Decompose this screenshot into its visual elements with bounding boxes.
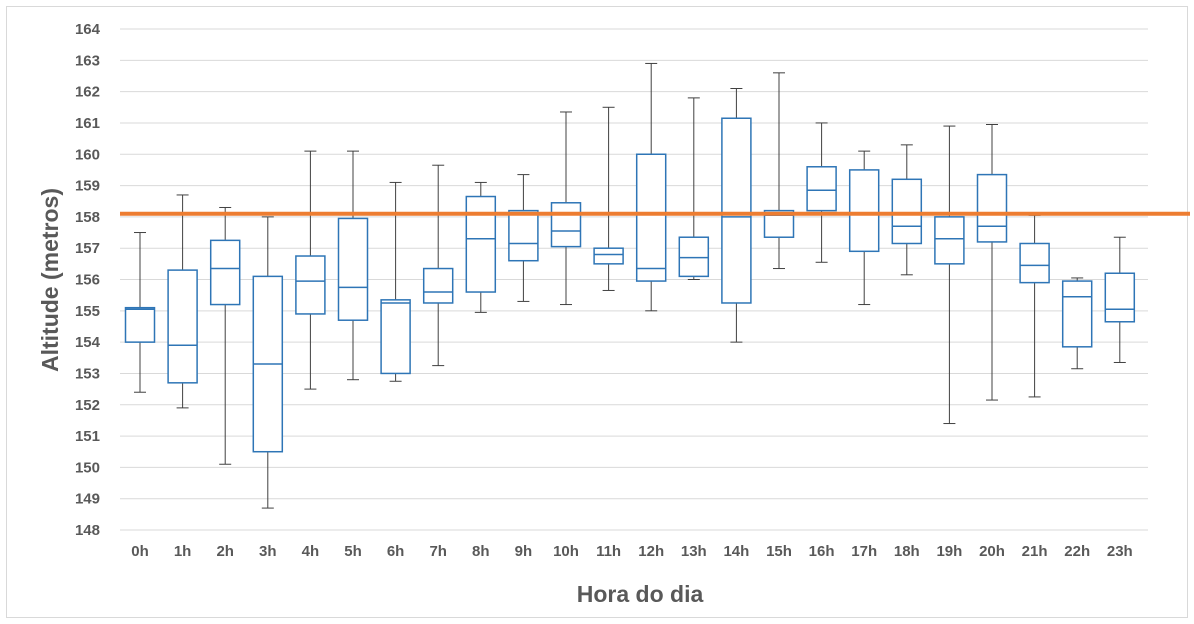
y-axis-title: Altitude (metros) (37, 188, 63, 372)
x-tick-labels: 0h 1h 2h 3h 4h 5h 6h 7h 8h 9h 10h 11h 12h 13h 14h 15h 16… (131, 543, 1132, 560)
x-tick-label: 21h (1022, 543, 1048, 560)
y-tick-label: 162 (75, 84, 100, 101)
box-0h (124, 306, 156, 343)
box-8h (465, 195, 497, 293)
box-7h (422, 267, 454, 304)
y-tick-label: 157 (75, 240, 100, 257)
x-tick-label: 18h (894, 543, 920, 560)
gridlines (120, 28, 1148, 531)
whiskers (134, 62, 1126, 509)
y-tick-label: 163 (75, 52, 100, 69)
box-4h (295, 255, 326, 315)
x-tick-label: 9h (515, 543, 533, 560)
box-22h (1061, 280, 1093, 348)
box-1h (167, 269, 198, 384)
box-18h (891, 178, 923, 245)
box-10h (550, 202, 582, 248)
x-tick-label: 22h (1064, 543, 1090, 560)
x-tick-label: 3h (259, 543, 277, 560)
box-23h (1104, 272, 1136, 323)
y-tick-labels: 148 149 150 151 152 153 154 155 156 157 158 159 160 1… (75, 21, 101, 539)
x-tick-label: 19h (936, 543, 962, 560)
box-21h (1019, 242, 1050, 284)
y-tick-label: 155 (75, 303, 100, 320)
y-tick-label: 158 (75, 209, 100, 226)
y-tick-label: 164 (75, 21, 101, 38)
x-tick-label: 7h (429, 543, 447, 560)
y-tick-label: 152 (75, 397, 100, 414)
x-tick-label: 1h (174, 543, 192, 560)
x-tick-label: 16h (809, 543, 835, 560)
y-tick-label: 159 (75, 178, 100, 195)
boxes (124, 117, 1136, 453)
box-13h (678, 236, 710, 278)
y-tick-label: 150 (75, 459, 100, 476)
x-tick-label: 5h (344, 543, 362, 560)
x-tick-label: 20h (979, 543, 1005, 560)
y-tick-label: 160 (75, 146, 100, 163)
x-tick-label: 23h (1107, 543, 1133, 560)
y-tick-label: 148 (75, 522, 100, 539)
box-2h (209, 239, 241, 306)
box-12h (635, 153, 667, 282)
box-16h (806, 166, 837, 212)
box-20h (976, 173, 1008, 243)
x-tick-label: 0h (131, 543, 149, 560)
box-14h (721, 117, 752, 304)
x-tick-label: 4h (302, 543, 320, 560)
box-11h (593, 247, 624, 265)
y-tick-label: 151 (75, 428, 100, 445)
x-tick-label: 13h (681, 543, 707, 560)
y-tick-label: 156 (75, 272, 100, 289)
x-tick-label: 10h (553, 543, 579, 560)
y-tick-label: 153 (75, 365, 100, 382)
x-tick-label: 6h (387, 543, 405, 560)
x-tick-label: 12h (638, 543, 664, 560)
x-tick-label: 14h (723, 543, 749, 560)
x-tick-label: 2h (216, 543, 234, 560)
x-axis-title: Hora do dia (577, 581, 704, 607)
x-tick-label: 17h (851, 543, 877, 560)
box-9h (508, 209, 539, 262)
x-tick-label: 15h (766, 543, 792, 560)
box-6h (380, 299, 411, 375)
chart-frame (6, 6, 1188, 618)
x-tick-label: 11h (596, 543, 621, 560)
y-tick-label: 149 (75, 491, 100, 508)
box-5h (337, 217, 369, 321)
box-19h (934, 216, 965, 265)
x-tick-label: 8h (472, 543, 490, 560)
box-17h (848, 169, 880, 253)
y-tick-label: 161 (75, 115, 100, 132)
y-tick-label: 154 (75, 334, 101, 351)
